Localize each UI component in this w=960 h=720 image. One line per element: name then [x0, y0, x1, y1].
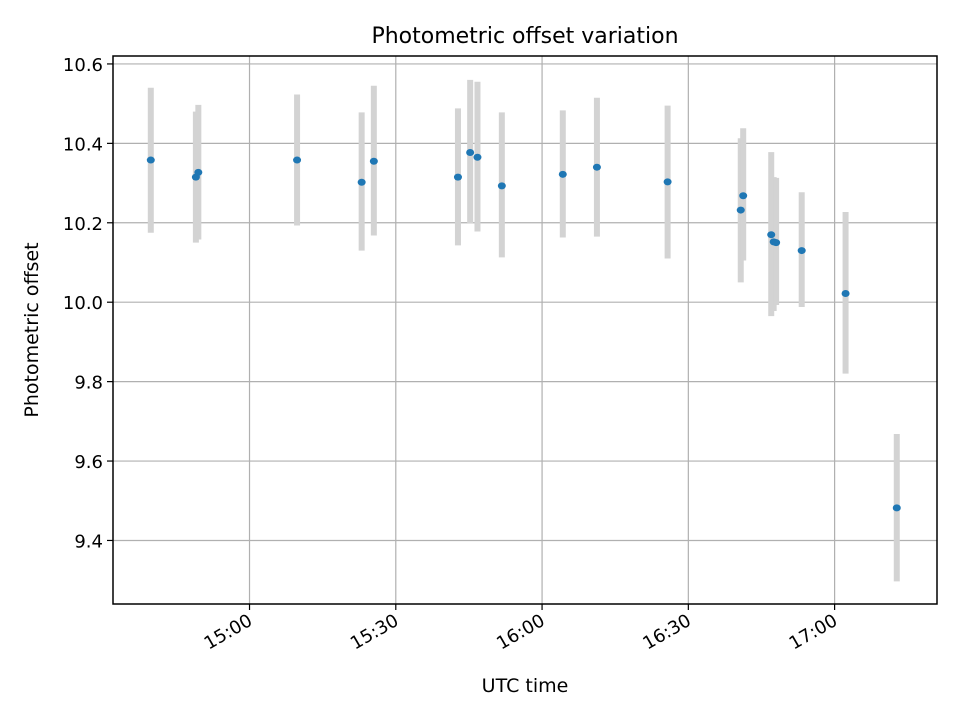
data-point [146, 156, 155, 164]
data-point [592, 163, 601, 171]
data-point [663, 178, 672, 186]
y-tick-label: 9.6 [74, 452, 103, 473]
y-tick-label: 10.0 [63, 293, 103, 314]
data-points [146, 148, 901, 512]
data-point [293, 156, 302, 164]
y-tick-label: 10.4 [63, 134, 103, 155]
y-axis-ticks: 9.4 9.6 9.8 10.0 10.2 10.4 10.6 [63, 55, 113, 552]
data-point [767, 231, 776, 239]
data-point [739, 192, 748, 200]
data-point [892, 504, 901, 512]
plot-frame [112, 55, 938, 605]
data-point [466, 148, 475, 156]
grid [113, 56, 937, 604]
y-tick-label: 9.4 [74, 531, 103, 552]
data-point [558, 170, 567, 178]
data-point [357, 178, 366, 186]
y-tick-label: 10.2 [63, 214, 103, 235]
data-point [736, 206, 745, 214]
data-point [453, 173, 462, 181]
y-axis-label: Photometric offset [21, 242, 43, 417]
x-axis-label: UTC time [482, 675, 569, 697]
data-point [841, 289, 850, 297]
y-tick-label: 9.8 [74, 373, 103, 394]
chart-title: Photometric offset variation [371, 24, 678, 49]
data-point [194, 168, 203, 176]
data-point [497, 182, 506, 190]
data-point [797, 247, 806, 255]
data-point [473, 153, 482, 161]
y-tick-label: 10.6 [63, 55, 103, 76]
data-point [772, 239, 781, 247]
data-point [369, 157, 378, 165]
